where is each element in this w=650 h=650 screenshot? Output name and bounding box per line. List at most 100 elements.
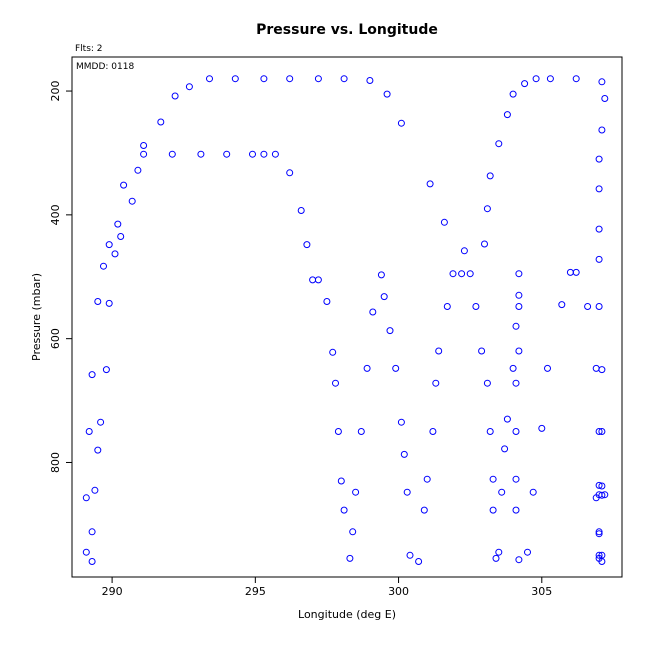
data-point bbox=[515, 303, 523, 310]
data-point bbox=[443, 303, 451, 310]
data-point bbox=[595, 185, 603, 193]
data-point bbox=[340, 506, 348, 514]
data-point bbox=[512, 506, 520, 514]
x-axis: 290 295 300 305 bbox=[102, 577, 552, 598]
data-point bbox=[598, 366, 606, 374]
data-point bbox=[140, 142, 148, 149]
data-point bbox=[334, 428, 342, 435]
data-point bbox=[478, 347, 486, 355]
data-point bbox=[466, 270, 474, 278]
data-point bbox=[515, 347, 523, 355]
data-point bbox=[260, 150, 268, 158]
data-point bbox=[512, 475, 520, 483]
data-point bbox=[88, 371, 96, 379]
data-point bbox=[157, 118, 165, 126]
data-point bbox=[286, 169, 294, 177]
data-point bbox=[509, 90, 517, 98]
data-point bbox=[303, 241, 311, 249]
data-point bbox=[120, 181, 128, 189]
data-point bbox=[349, 528, 357, 536]
data-point bbox=[380, 293, 388, 301]
data-point bbox=[512, 379, 520, 387]
data-point bbox=[435, 347, 443, 355]
data-point bbox=[601, 95, 609, 102]
data-point bbox=[595, 155, 603, 163]
data-point bbox=[332, 379, 339, 387]
data-point bbox=[512, 428, 520, 435]
data-point bbox=[598, 78, 606, 86]
data-point bbox=[532, 75, 540, 83]
data-point bbox=[429, 428, 437, 435]
data-point bbox=[598, 428, 606, 435]
data-point bbox=[94, 298, 102, 305]
data-point bbox=[432, 379, 440, 387]
y-axis-label: Pressure (mbar) bbox=[30, 273, 43, 361]
data-point bbox=[483, 379, 491, 387]
data-point bbox=[206, 75, 213, 83]
data-point bbox=[503, 415, 511, 423]
data-point bbox=[546, 75, 554, 83]
data-point bbox=[498, 488, 506, 496]
data-point bbox=[595, 528, 603, 536]
data-point bbox=[363, 364, 371, 372]
data-point bbox=[340, 75, 348, 83]
data-point bbox=[501, 445, 509, 453]
data-points bbox=[82, 75, 609, 565]
data-point bbox=[271, 150, 279, 158]
data-point bbox=[323, 298, 331, 305]
data-point bbox=[601, 491, 609, 499]
data-point bbox=[598, 482, 606, 490]
data-point bbox=[584, 303, 592, 310]
data-point bbox=[386, 327, 394, 335]
data-point bbox=[231, 75, 239, 83]
data-point bbox=[472, 303, 480, 310]
x-tick-label: 305 bbox=[531, 585, 552, 598]
data-point bbox=[481, 240, 488, 248]
data-point bbox=[346, 554, 354, 562]
data-point bbox=[544, 364, 551, 372]
data-point bbox=[572, 268, 580, 276]
data-point bbox=[297, 207, 305, 214]
data-point bbox=[509, 364, 517, 372]
data-point bbox=[337, 477, 345, 485]
flights-annotation: Flts: 2 bbox=[75, 44, 103, 54]
data-point bbox=[197, 150, 205, 158]
data-point bbox=[383, 90, 391, 98]
data-point bbox=[286, 75, 294, 83]
data-point bbox=[495, 140, 503, 148]
data-point bbox=[512, 322, 520, 330]
data-point bbox=[595, 303, 603, 310]
data-point bbox=[117, 233, 125, 240]
data-point bbox=[134, 166, 142, 174]
data-point bbox=[524, 548, 531, 556]
x-tick-label: 290 bbox=[102, 585, 123, 598]
data-point bbox=[483, 205, 491, 213]
data-point bbox=[595, 481, 603, 489]
data-point bbox=[314, 276, 322, 284]
data-point bbox=[486, 172, 494, 180]
data-point bbox=[529, 488, 537, 496]
data-point bbox=[486, 428, 494, 435]
data-point bbox=[94, 446, 102, 454]
data-point bbox=[314, 75, 322, 83]
data-point bbox=[114, 220, 122, 228]
data-point bbox=[88, 558, 96, 565]
data-point bbox=[572, 75, 580, 83]
data-point bbox=[85, 428, 93, 435]
y-axis: 200 400 600 800 bbox=[49, 81, 72, 473]
data-point bbox=[111, 250, 119, 258]
data-point bbox=[88, 528, 96, 536]
data-point bbox=[415, 558, 423, 565]
data-point bbox=[503, 111, 511, 119]
y-tick-label: 200 bbox=[49, 81, 62, 102]
data-point bbox=[223, 150, 231, 158]
data-point bbox=[426, 180, 434, 188]
y-tick-label: 800 bbox=[49, 452, 62, 473]
data-point bbox=[595, 428, 603, 435]
data-point bbox=[403, 488, 411, 496]
data-point bbox=[515, 556, 523, 564]
data-point bbox=[357, 428, 365, 435]
data-point bbox=[423, 475, 431, 483]
data-point bbox=[458, 270, 466, 278]
